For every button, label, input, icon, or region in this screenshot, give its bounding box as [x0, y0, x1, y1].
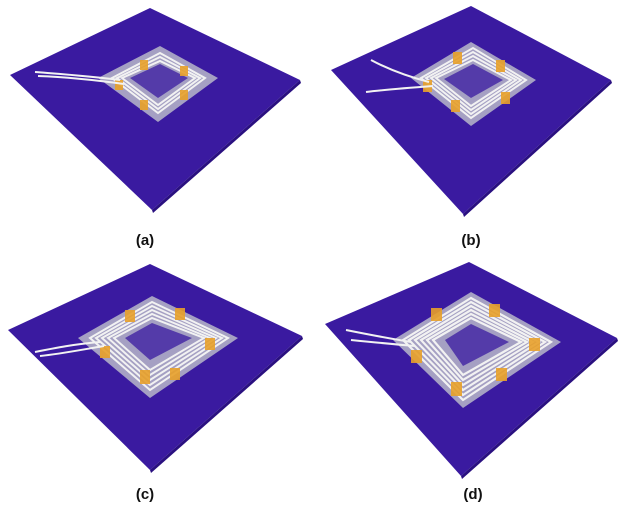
coil-photo-a — [10, 8, 301, 213]
lead-wires — [34, 71, 125, 85]
lead-wires — [365, 59, 434, 93]
coil-center — [125, 323, 192, 360]
board-edge — [152, 80, 301, 213]
coil-center — [130, 64, 188, 98]
board-edge — [150, 336, 303, 473]
caption-b: (b) — [461, 232, 481, 249]
panel-b — [311, 0, 622, 225]
lead-wires — [34, 341, 105, 357]
coil-photo-c — [8, 264, 303, 473]
caption-c: (c) — [135, 486, 155, 503]
panel-c — [0, 258, 311, 483]
coil-center — [445, 324, 509, 366]
board-edge — [461, 338, 618, 479]
panel-a — [0, 0, 311, 225]
board-edge — [463, 80, 612, 217]
coil-photo-d — [325, 262, 618, 479]
tape-strips — [100, 308, 215, 384]
lead-wires — [345, 329, 416, 347]
caption-a: (a) — [135, 232, 155, 249]
coil-center — [444, 64, 503, 98]
coil — [401, 296, 554, 402]
caption-d: (d) — [463, 486, 483, 503]
tape-strips — [115, 60, 188, 110]
panel-d — [311, 258, 622, 483]
coil-photo-b — [331, 6, 612, 217]
tape-strips — [411, 304, 540, 396]
